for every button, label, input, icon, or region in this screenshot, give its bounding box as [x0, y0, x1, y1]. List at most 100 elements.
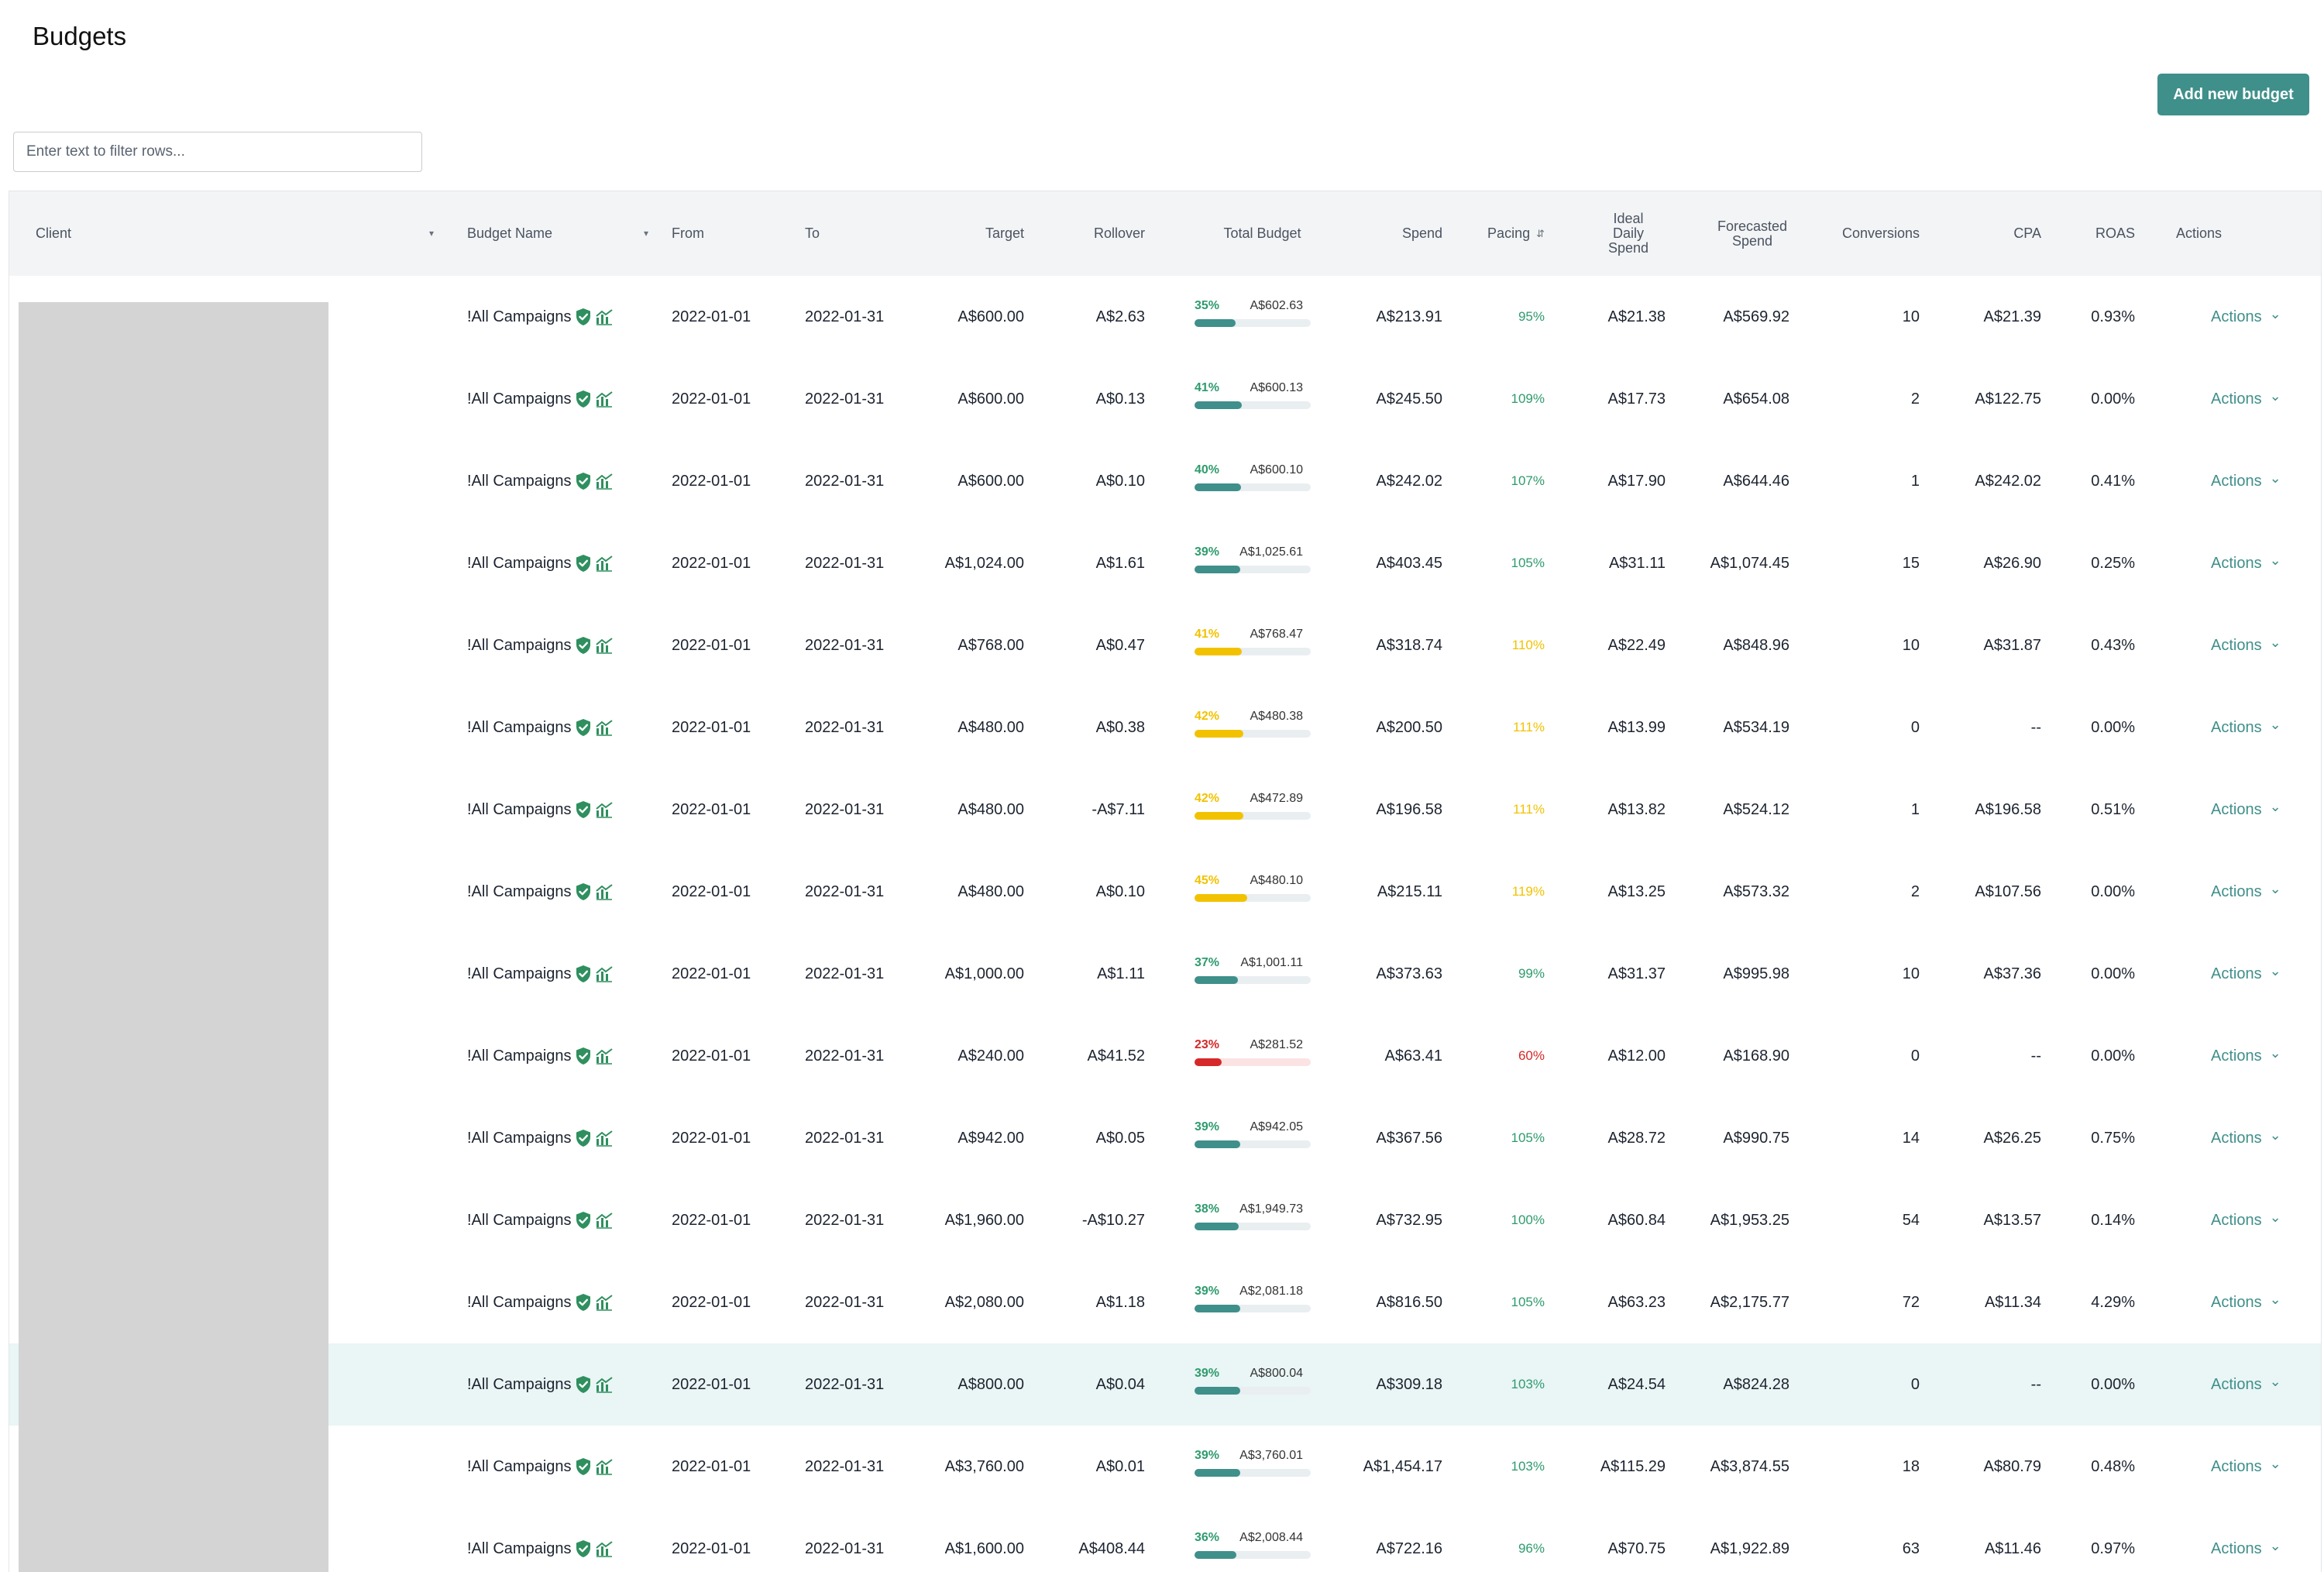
actions-dropdown-button[interactable]: Actions ⌄ [2211, 1456, 2281, 1476]
performance-chart-icon[interactable] [595, 555, 614, 572]
performance-chart-icon[interactable] [595, 473, 614, 490]
column-header-conversions[interactable]: Conversions [1814, 191, 1920, 276]
budget-name-cell[interactable]: !All Campaigns [467, 1426, 661, 1508]
budget-name-cell[interactable]: !All Campaigns [467, 1097, 661, 1179]
performance-chart-icon[interactable] [595, 1130, 614, 1147]
budget-name[interactable]: !All Campaigns [467, 1457, 614, 1476]
budget-name[interactable]: !All Campaigns [467, 1375, 614, 1394]
table-row[interactable]: !All Campaigns 2022-01-01 2022-01-31 A$480.… [9, 769, 2321, 851]
budget-name-cell[interactable]: !All Campaigns [467, 604, 661, 686]
budget-name[interactable]: !All Campaigns [467, 1293, 614, 1312]
performance-chart-icon[interactable] [595, 1212, 614, 1229]
budget-name-cell[interactable]: !All Campaigns [467, 276, 661, 358]
actions-dropdown-button[interactable]: Actions ⌄ [2211, 635, 2281, 655]
performance-chart-icon[interactable] [595, 637, 614, 654]
column-header-forecasted[interactable]: Forecasted Spend [1698, 191, 1807, 276]
actions-dropdown-button[interactable]: Actions ⌄ [2211, 799, 2281, 819]
filter-rows-input[interactable] [13, 132, 422, 172]
performance-chart-icon[interactable] [595, 1294, 614, 1311]
dropdown-caret-icon[interactable]: ▾ [643, 228, 648, 239]
column-header-client[interactable]: Client ▾ [9, 191, 443, 276]
table-row[interactable]: !All Campaigns 2022-01-01 2022-01-31 A$600.… [9, 276, 2321, 359]
performance-chart-icon[interactable] [595, 883, 614, 900]
table-row[interactable]: !All Campaigns 2022-01-01 2022-01-31 A$480.… [9, 851, 2321, 934]
actions-dropdown-button[interactable]: Actions ⌄ [2211, 1127, 2281, 1147]
dropdown-caret-icon[interactable]: ▾ [428, 228, 434, 239]
actions-dropdown-button[interactable]: Actions ⌄ [2211, 717, 2281, 737]
actions-dropdown-button[interactable]: Actions ⌄ [2211, 552, 2281, 573]
table-row[interactable]: !All Campaigns 2022-01-01 2022-01-31 A$1,02… [9, 522, 2321, 605]
actions-dropdown-button[interactable]: Actions ⌄ [2211, 470, 2281, 490]
budget-name[interactable]: !All Campaigns [467, 800, 614, 819]
column-header-to[interactable]: To [805, 191, 906, 276]
performance-chart-icon[interactable] [595, 1047, 614, 1065]
budget-name[interactable]: !All Campaigns [467, 1211, 614, 1230]
performance-chart-icon[interactable] [595, 390, 614, 408]
column-header-rollover[interactable]: Rollover [1047, 191, 1145, 276]
budget-name-cell[interactable]: !All Campaigns [467, 1508, 661, 1572]
budget-name-cell[interactable]: !All Campaigns [467, 440, 661, 522]
budget-name[interactable]: !All Campaigns [467, 1129, 614, 1147]
budget-name[interactable]: !All Campaigns [467, 1539, 614, 1558]
budget-name[interactable]: !All Campaigns [467, 554, 614, 573]
budget-name-cell[interactable]: !All Campaigns [467, 358, 661, 440]
table-row[interactable]: !All Campaigns 2022-01-01 2022-01-31 A$800.… [9, 1343, 2321, 1426]
actions-dropdown-button[interactable]: Actions ⌄ [2211, 963, 2281, 983]
column-header-budget-name[interactable]: Budget Name ▾ [467, 191, 661, 276]
budget-name-cell[interactable]: !All Campaigns [467, 769, 661, 851]
column-header-ideal-daily[interactable]: Ideal Daily Spend [1582, 191, 1675, 276]
table-row[interactable]: !All Campaigns 2022-01-01 2022-01-31 A$240.… [9, 1015, 2321, 1098]
actions-dropdown-button[interactable]: Actions ⌄ [2211, 306, 2281, 326]
budget-name-cell[interactable]: !All Campaigns [467, 933, 661, 1015]
performance-chart-icon[interactable] [595, 965, 614, 982]
table-row[interactable]: !All Campaigns 2022-01-01 2022-01-31 A$2,08… [9, 1261, 2321, 1344]
performance-chart-icon[interactable] [595, 1376, 614, 1393]
table-row[interactable]: !All Campaigns 2022-01-01 2022-01-31 A$600.… [9, 440, 2321, 523]
column-header-roas[interactable]: ROAS [2054, 191, 2135, 276]
budget-name[interactable]: !All Campaigns [467, 1047, 614, 1065]
table-row[interactable]: !All Campaigns 2022-01-01 2022-01-31 A$3,76… [9, 1426, 2321, 1508]
add-new-budget-button[interactable]: Add new budget [2157, 74, 2309, 115]
table-row[interactable]: !All Campaigns 2022-01-01 2022-01-31 A$480.… [9, 686, 2321, 769]
actions-dropdown-button[interactable]: Actions ⌄ [2211, 1045, 2281, 1065]
table-row[interactable]: !All Campaigns 2022-01-01 2022-01-31 A$600.… [9, 358, 2321, 441]
budget-name[interactable]: !All Campaigns [467, 718, 614, 737]
actions-dropdown-button[interactable]: Actions ⌄ [2211, 1374, 2281, 1394]
table-row[interactable]: !All Campaigns 2022-01-01 2022-01-31 A$1,96… [9, 1179, 2321, 1262]
budget-name-cell[interactable]: !All Campaigns [467, 851, 661, 933]
budget-name-cell[interactable]: !All Campaigns [467, 686, 661, 769]
budget-name-cell[interactable]: !All Campaigns [467, 1261, 661, 1343]
column-header-total-budget[interactable]: Total Budget [1195, 191, 1330, 276]
budget-name-cell[interactable]: !All Campaigns [467, 522, 661, 604]
budget-name-cell[interactable]: !All Campaigns [467, 1179, 661, 1261]
actions-dropdown-button[interactable]: Actions ⌄ [2211, 881, 2281, 901]
budget-name[interactable]: !All Campaigns [467, 472, 614, 490]
table-row[interactable]: !All Campaigns 2022-01-01 2022-01-31 A$1,00… [9, 933, 2321, 1016]
table-row[interactable]: !All Campaigns 2022-01-01 2022-01-31 A$768.… [9, 604, 2321, 687]
performance-chart-icon[interactable] [595, 308, 614, 325]
budget-name[interactable]: !All Campaigns [467, 965, 614, 983]
performance-chart-icon[interactable] [595, 1458, 614, 1475]
column-header-cpa[interactable]: CPA [1930, 191, 2041, 276]
column-header-pacing[interactable]: Pacing ⇵ [1481, 191, 1545, 276]
sort-icon[interactable]: ⇵ [1536, 228, 1545, 239]
performance-chart-icon[interactable] [595, 719, 614, 736]
column-header-from[interactable]: From [672, 191, 772, 276]
budget-name[interactable]: !All Campaigns [467, 636, 614, 655]
budget-name[interactable]: !All Campaigns [467, 882, 614, 901]
budget-name[interactable]: !All Campaigns [467, 308, 614, 326]
table-row[interactable]: !All Campaigns 2022-01-01 2022-01-31 A$1,60… [9, 1508, 2321, 1572]
budget-name-cell[interactable]: !All Campaigns [467, 1343, 661, 1426]
budget-name[interactable]: !All Campaigns [467, 390, 614, 408]
actions-dropdown-button[interactable]: Actions ⌄ [2211, 1538, 2281, 1558]
actions-dropdown-button[interactable]: Actions ⌄ [2211, 1292, 2281, 1312]
actions-dropdown-button[interactable]: Actions ⌄ [2211, 1209, 2281, 1230]
actions-dropdown-button[interactable]: Actions ⌄ [2211, 388, 2281, 408]
budget-name-cell[interactable]: !All Campaigns [467, 1015, 661, 1097]
column-header-target[interactable]: Target [923, 191, 1024, 276]
table-row[interactable]: !All Campaigns 2022-01-01 2022-01-31 A$942.… [9, 1097, 2321, 1180]
performance-chart-icon[interactable] [595, 1540, 614, 1557]
column-header-actions[interactable]: Actions [2176, 191, 2300, 276]
performance-chart-icon[interactable] [595, 801, 614, 818]
column-header-spend[interactable]: Spend [1357, 191, 1442, 276]
